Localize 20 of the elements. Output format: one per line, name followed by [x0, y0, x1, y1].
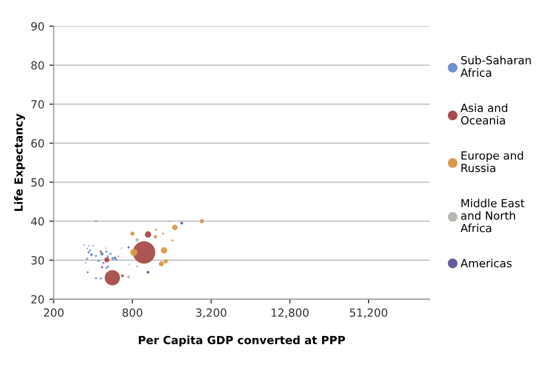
- y-tick-label: 40: [31, 217, 44, 226]
- x-tick-label: 12,800: [272, 308, 309, 318]
- y-tick-label: 70: [31, 100, 44, 109]
- y-axis-title: Life Expectancy: [14, 114, 25, 211]
- x-tick-label: 3,200: [196, 308, 226, 318]
- legend-label: Sub-Saharan Africa: [460, 56, 531, 77]
- legend-label: Americas: [460, 258, 512, 268]
- y-tick-label: 60: [31, 139, 44, 148]
- x-tick-label: 51,200: [350, 308, 388, 318]
- legend-label: Europe and Russia: [462, 151, 523, 172]
- x-axis-title: Per Capita GDP converted at PPP: [138, 336, 346, 346]
- x-tick-label: 800: [122, 308, 142, 317]
- y-tick-label: 30: [31, 256, 44, 265]
- y-tick-label: 80: [31, 61, 44, 70]
- legend-label: Asia and Oceania: [460, 103, 508, 124]
- y-tick-label: 90: [31, 22, 44, 31]
- legend-label: Middle East and North Africa: [460, 198, 524, 232]
- y-tick-label: 50: [31, 178, 44, 187]
- y-tick-label: 20: [31, 295, 44, 304]
- x-tick-label: 200: [44, 308, 64, 317]
